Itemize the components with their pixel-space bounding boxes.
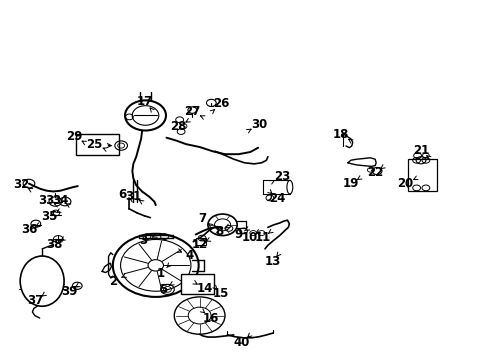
Text: 14: 14 <box>196 282 212 295</box>
Text: 28: 28 <box>170 120 186 133</box>
Text: 17: 17 <box>136 95 152 108</box>
Text: 38: 38 <box>46 238 62 251</box>
Bar <box>407 159 436 192</box>
Text: 7: 7 <box>198 212 206 225</box>
Text: 33: 33 <box>38 194 54 207</box>
Bar <box>195 238 206 244</box>
Text: 34: 34 <box>52 194 68 207</box>
Text: 40: 40 <box>233 336 250 348</box>
Text: 2: 2 <box>108 275 117 288</box>
Text: 30: 30 <box>250 118 267 131</box>
Bar <box>76 134 119 155</box>
Text: 25: 25 <box>86 138 103 151</box>
Text: 36: 36 <box>21 222 37 236</box>
Text: 20: 20 <box>396 177 413 190</box>
Text: 21: 21 <box>412 144 428 157</box>
Text: 6: 6 <box>118 188 126 201</box>
Text: 24: 24 <box>269 192 285 205</box>
Text: 9: 9 <box>234 228 242 241</box>
Text: 19: 19 <box>342 177 358 190</box>
Text: 8: 8 <box>215 225 223 238</box>
Text: 15: 15 <box>212 287 229 300</box>
Bar <box>263 180 289 194</box>
Text: 22: 22 <box>366 166 383 179</box>
Text: 27: 27 <box>183 105 200 118</box>
Text: 16: 16 <box>203 311 219 325</box>
Text: 23: 23 <box>273 170 289 183</box>
Text: 12: 12 <box>191 238 207 251</box>
Ellipse shape <box>286 180 292 194</box>
Text: 1: 1 <box>156 267 164 280</box>
Ellipse shape <box>20 256 64 306</box>
Text: 3: 3 <box>139 234 147 247</box>
Text: 32: 32 <box>13 178 29 191</box>
Text: 11: 11 <box>254 231 271 244</box>
Text: 18: 18 <box>332 127 348 141</box>
Text: 35: 35 <box>41 210 58 223</box>
Bar <box>181 274 214 294</box>
Text: 39: 39 <box>61 285 77 298</box>
Text: 5: 5 <box>159 283 167 296</box>
Text: 29: 29 <box>66 130 83 144</box>
Text: 4: 4 <box>185 249 194 262</box>
Text: 37: 37 <box>28 294 44 307</box>
Text: 26: 26 <box>212 98 229 111</box>
Text: 13: 13 <box>264 255 280 268</box>
Text: 10: 10 <box>241 231 257 244</box>
Text: 31: 31 <box>125 190 141 203</box>
